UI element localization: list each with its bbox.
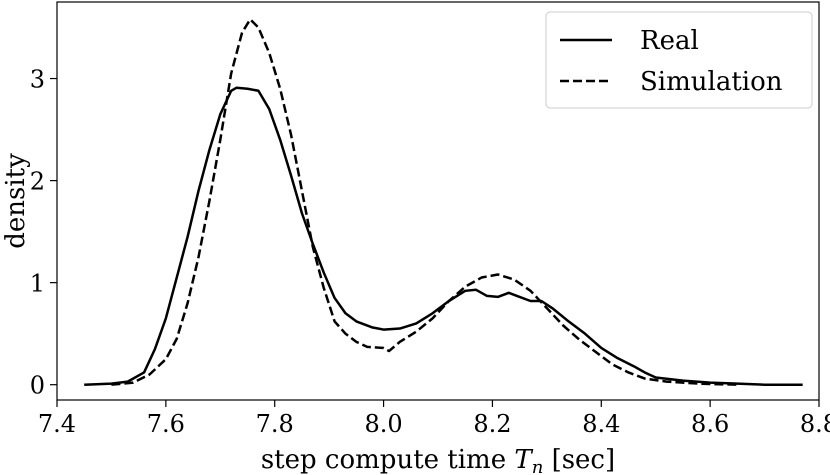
x-tick-label: 7.4 xyxy=(38,410,76,438)
x-tick-label: 8.0 xyxy=(364,410,402,438)
x-tick-label: 8.4 xyxy=(582,410,620,438)
x-tick-label: 8.8 xyxy=(800,410,830,438)
y-tick-label: 3 xyxy=(30,66,45,94)
legend-label-simulation: Simulation xyxy=(640,67,783,97)
x-axis-label: step compute time Tn [sec] xyxy=(261,445,615,475)
series-line-real xyxy=(84,86,803,386)
legend-label-real: Real xyxy=(640,26,699,56)
y-axis-label: density xyxy=(1,153,31,249)
plot-area-frame xyxy=(56,1,820,401)
series-line-simulation xyxy=(111,18,738,386)
x-tick-label: 7.8 xyxy=(256,410,294,438)
y-tick-label: 0 xyxy=(30,372,45,400)
legend-box xyxy=(545,11,813,109)
x-tick-label: 7.6 xyxy=(147,410,185,438)
y-tick-label: 1 xyxy=(30,270,45,298)
x-tick-label: 8.2 xyxy=(473,410,511,438)
y-tick-label: 2 xyxy=(30,168,45,196)
x-tick-label: 8.6 xyxy=(691,410,729,438)
legend: Real Simulation xyxy=(545,11,813,109)
